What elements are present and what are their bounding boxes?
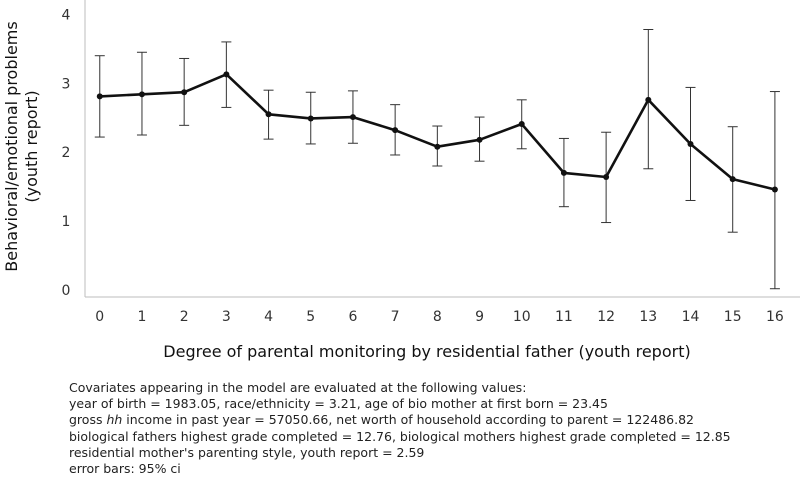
covariate-notes: Covariates appearing in the model are ev… (69, 380, 794, 477)
y-tick-label: 2 (62, 145, 71, 161)
notes-line: Covariates appearing in the model are ev… (69, 380, 527, 395)
notes-line: gross hh income in past year = 57050.66,… (69, 412, 794, 428)
data-point (518, 120, 525, 127)
x-tick-label: 4 (264, 309, 273, 325)
x-tick-label: 3 (222, 309, 231, 325)
data-point (687, 140, 694, 147)
notes-text: gross (69, 412, 107, 428)
x-tick-label: 5 (306, 309, 315, 325)
data-point (138, 91, 145, 98)
data-point (771, 186, 778, 193)
x-tick-label: 15 (724, 309, 742, 325)
data-point (645, 96, 652, 103)
data-point (265, 111, 272, 118)
x-tick-label: 1 (138, 309, 147, 325)
y-tick-label: 3 (62, 76, 71, 92)
x-tick-label: 8 (433, 309, 442, 325)
y-tick-label: 4 (62, 7, 71, 23)
x-tick-label: 14 (682, 309, 700, 325)
data-point (349, 114, 356, 121)
data-point (392, 127, 399, 134)
data-point (307, 115, 314, 122)
y-tick-label: 0 (62, 283, 71, 299)
notes-text: income in past year = 57050.66, net wort… (122, 412, 694, 428)
x-tick-label: 16 (766, 309, 784, 325)
data-point (476, 136, 483, 143)
y-axis-title-line1: Behavioral/emotional problems (2, 21, 21, 271)
y-axis-title-line2: (youth report) (22, 90, 41, 202)
data-point (223, 71, 230, 78)
data-point (181, 89, 188, 96)
data-point (560, 169, 567, 176)
x-tick-label: 6 (348, 309, 357, 325)
notes-line: biological fathers highest grade complet… (69, 428, 731, 444)
x-tick-label: 9 (475, 309, 484, 325)
data-point (96, 93, 103, 100)
data-points (96, 71, 778, 193)
x-tick-label: 7 (391, 309, 400, 325)
notes-line: residential mother's parenting style, yo… (69, 444, 425, 460)
x-tick-label: 0 (95, 309, 104, 325)
x-tick-label: 12 (597, 309, 615, 325)
y-ticks: 0 1 2 3 4 (62, 7, 71, 299)
x-tick-label: 2 (180, 309, 189, 325)
x-tick-label: 10 (513, 309, 531, 325)
notes-line: year of birth = 1983.05, race/ethnicity … (69, 396, 608, 412)
y-tick-label: 1 (62, 214, 71, 230)
x-tick-label: 13 (639, 309, 657, 325)
data-point (729, 176, 736, 183)
data-point (603, 174, 610, 181)
notes-emphasis: hh (106, 412, 123, 428)
x-axis-title: Degree of parental monitoring by residen… (163, 342, 690, 361)
data-point (434, 143, 441, 150)
x-tick-label: 11 (555, 309, 573, 325)
error-bars (94, 29, 780, 290)
x-ticks: 0 1 2 3 4 5 6 7 8 9 10 11 12 13 14 15 16 (95, 309, 784, 325)
notes-line: error bars: 95% ci (69, 461, 181, 477)
